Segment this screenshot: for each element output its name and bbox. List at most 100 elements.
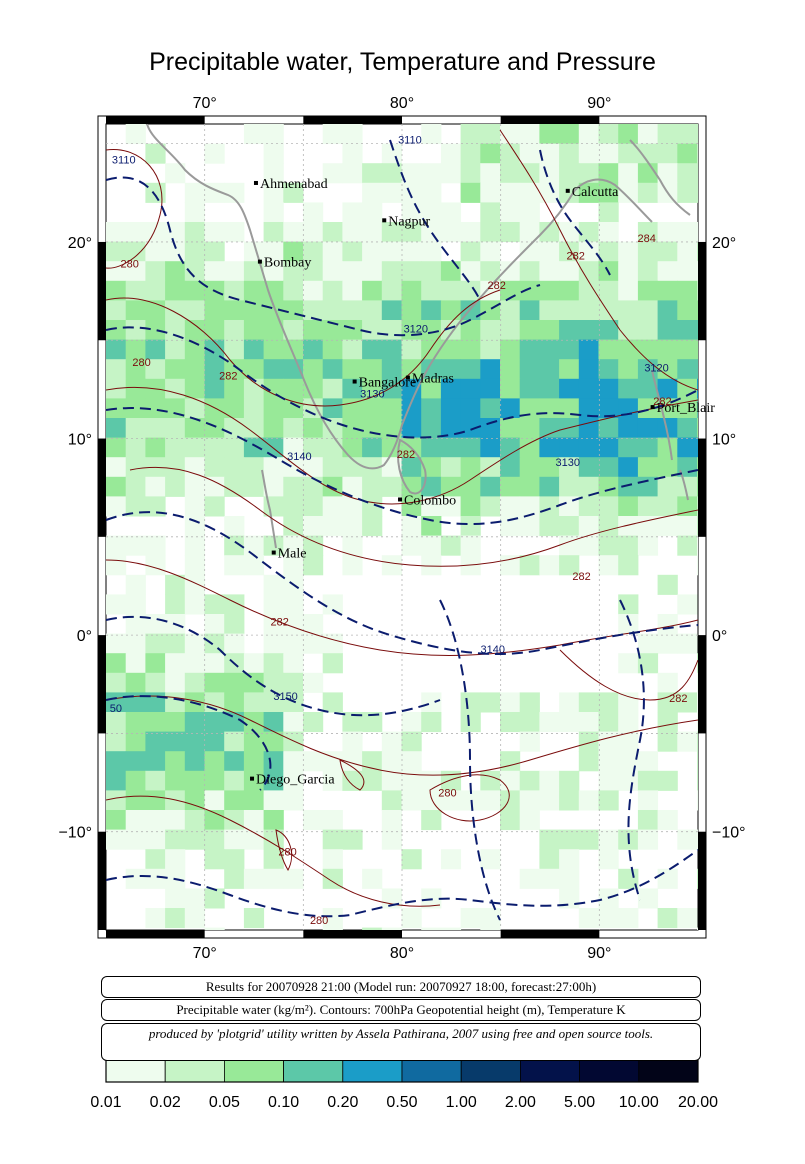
precip-cell [125,222,146,243]
lat-tick-label-left: −10° [58,825,92,842]
precip-cell [637,437,659,458]
precip-cell [106,222,127,243]
precip-cell [480,790,501,811]
precip-cell [362,300,383,321]
colorbar-tick-label: 5.00 [564,1094,596,1111]
precip-cell [578,320,599,341]
precip-cell [322,927,343,930]
precip-cell [559,770,580,791]
precip-cell [263,614,284,635]
precip-cell [598,908,619,929]
precip-cell [263,300,284,321]
precip-cell [500,712,521,733]
precip-cell [263,182,284,203]
precip-cell [421,241,442,262]
precip-cell [303,222,324,243]
precip-cell [125,241,146,262]
precip-cell [480,770,501,791]
precip-cell [243,320,265,341]
precip-cell [440,280,462,301]
precip-cell [283,457,304,478]
city-label: Diego_Garcia [256,773,335,788]
precip-cell [480,359,501,380]
precip-cell [381,339,402,360]
precip-cell [381,731,402,752]
precip-cell [283,790,304,811]
precip-cell [637,790,659,811]
precip-cell [165,849,186,870]
precip-cell [342,712,363,733]
precip-cell [125,437,146,458]
precip-cell [165,672,186,693]
precip-cell [480,849,501,870]
precip-cell [322,437,343,458]
precip-cell [421,790,442,811]
colorbar-swatch [223,1059,284,1083]
precip-cell [362,927,383,930]
precip-cell [598,124,619,145]
precip-cell [677,182,698,203]
colorbar-swatch [342,1059,403,1083]
precip-cell [342,359,363,380]
precip-cell [697,653,698,674]
precip-cell [697,457,698,478]
precip-cell [322,280,343,301]
precip-cell [362,182,383,203]
precip-cell [519,182,540,203]
precip-cell [184,574,205,595]
precip-cell [618,418,639,439]
precip-cell [165,457,186,478]
precip-cell [184,320,205,341]
precip-cell [263,202,284,223]
precip-cell [204,300,225,321]
precip-cell [165,320,186,341]
precip-cell [145,751,166,772]
precip-cell [598,143,619,164]
city-marker [405,375,410,380]
precip-cell [224,398,245,419]
precip-cell [322,222,343,243]
precip-cell [539,418,560,439]
precip-cell [362,398,383,419]
precip-cell [303,633,324,654]
precip-cell [165,476,186,497]
precip-cell [421,692,442,713]
precip-cell [243,339,265,360]
precip-cell [106,476,127,497]
precip-cell [480,163,501,184]
precip-cell [303,751,324,772]
precip-cell [283,555,304,576]
precip-cell [106,300,127,321]
precip-cell [303,614,324,635]
precip-cell [263,633,284,654]
precip-cell [421,555,442,576]
city-marker [650,405,655,410]
precip-cell [401,163,422,184]
precip-cell [165,398,186,419]
precip-cell [145,476,166,497]
precip-cell [125,320,146,341]
precip-cell [184,908,205,929]
precip-cell [657,339,678,360]
precip-cell [125,300,146,321]
precip-cell [204,653,225,674]
precip-cell [500,359,521,380]
precip-cell [243,398,265,419]
precip-cell [243,908,265,929]
precip-cell [204,222,225,243]
credit-text: produced by 'plotgrid' utility written b… [148,1026,654,1041]
frame-segment [698,831,706,930]
lat-tick-label-left: 0° [77,628,92,645]
precip-cell [559,182,580,203]
precip-cell [401,790,422,811]
precip-cell [362,241,383,262]
precip-cell [500,810,521,831]
precip-cell [440,535,462,556]
precip-cell [125,751,146,772]
precip-cell [184,222,205,243]
precip-cell [618,653,639,674]
precip-cell [657,672,678,693]
precip-cell [145,731,166,752]
precip-cell [243,300,265,321]
